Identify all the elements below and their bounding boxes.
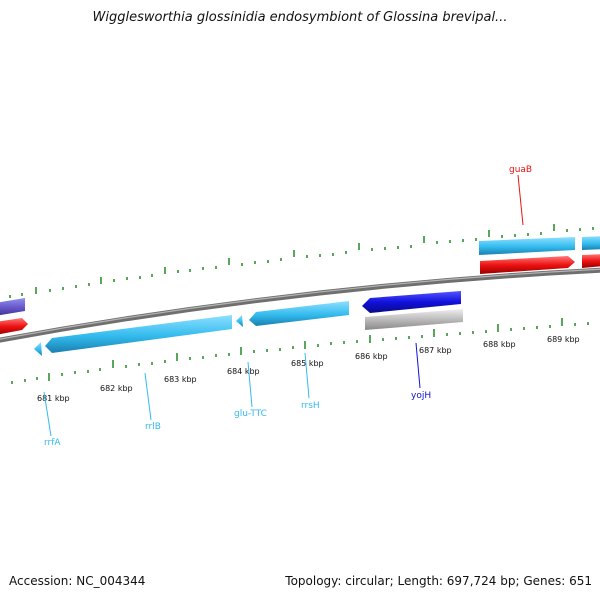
gene-arrow-glu-ttc[interactable] [236, 315, 243, 327]
tick-label-689: 689 kbp [547, 335, 580, 344]
tick-label-685: 685 kbp [291, 359, 324, 368]
gene-label-yojH[interactable]: yojH [411, 391, 431, 401]
gene-label-guaB[interactable]: guaB [509, 165, 532, 175]
tick-label-686: 686 kbp [355, 352, 388, 361]
gene-label-glu-ttc[interactable]: glu-TTC [234, 409, 267, 419]
gene-arrow-blue-upper-right[interactable] [582, 236, 600, 250]
tick-label-683: 683 kbp [164, 375, 197, 384]
gene-arrow-red-left[interactable] [0, 318, 28, 335]
gene-arrow-red-upper-right[interactable] [582, 254, 600, 268]
gene-label-rrfA[interactable]: rrfA [44, 438, 61, 448]
gene-block-gray[interactable] [365, 309, 463, 330]
genome-backbone [0, 267, 600, 343]
tick-label-681: 681 kbp [37, 394, 70, 403]
gene-arrow-purple-left[interactable] [0, 298, 25, 316]
gene-arrow-rrfA[interactable] [34, 342, 42, 356]
tick-label-688: 688 kbp [483, 340, 516, 349]
gene-label-rrlB[interactable]: rrlB [145, 422, 161, 432]
genome-title: Wigglesworthia glossinidia endosymbiont … [92, 10, 508, 25]
lower-tick-scale [11, 318, 589, 384]
genome-summary-text: Topology: circular; Length: 697,724 bp; … [285, 574, 592, 588]
gene-arrow-rrlB[interactable] [45, 315, 232, 353]
gene-label-rrsH[interactable]: rrsH [301, 401, 320, 411]
tick-label-687: 687 kbp [419, 346, 452, 355]
gene-arrow-blue-upper[interactable] [479, 237, 575, 255]
tick-label-682: 682 kbp [100, 384, 133, 393]
upper-tick-scale [9, 224, 594, 298]
accession-text: Accession: NC_004344 [9, 574, 146, 588]
gene-arrow-rrsH[interactable] [249, 301, 349, 326]
tick-label-684: 684 kbp [227, 367, 260, 376]
gene-arrow-red-upper[interactable] [480, 256, 575, 274]
gene-arrow-yojH[interactable] [362, 291, 461, 313]
